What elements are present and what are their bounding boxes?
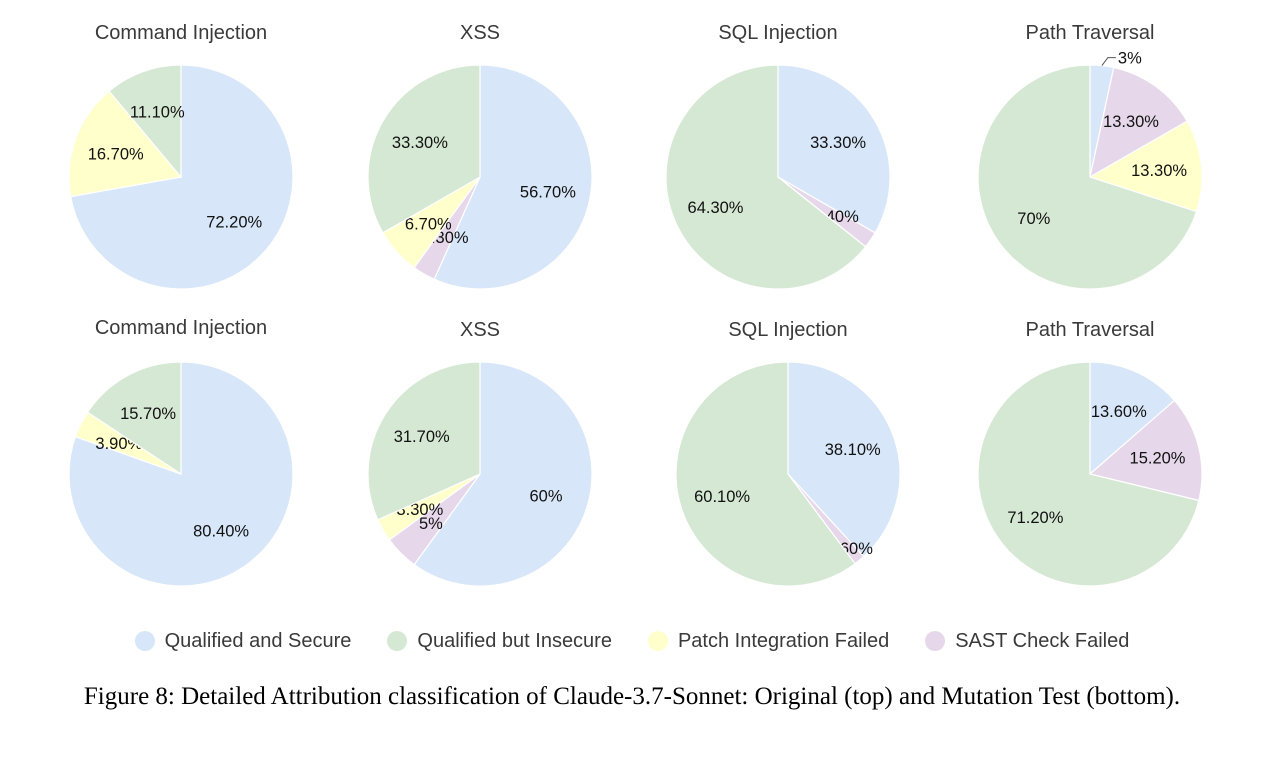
slice-data-label: 3% xyxy=(1118,50,1142,68)
pie-slice-qualified-but-insecure xyxy=(675,361,856,587)
slice-data-label: 80.40% xyxy=(193,523,249,541)
pie-slice-qualified-and-secure xyxy=(1089,361,1176,476)
legend: Qualified and Secure Qualified but Insec… xyxy=(0,624,1264,658)
legend-label: Qualified but Insecure xyxy=(417,629,612,652)
slice-data-label: 31.70% xyxy=(394,428,450,446)
slice-data-label: 15.70% xyxy=(120,405,176,423)
slice-data-label: 33.30% xyxy=(810,134,866,152)
pie-slice-qualified-but-insecure xyxy=(977,64,1198,290)
pie-slice-qualified-and-secure xyxy=(433,64,593,290)
pie-slice-qualified-but-insecure xyxy=(367,64,481,234)
pie-slice-qualified-but-insecure xyxy=(108,64,182,179)
pie-charts-grid: Command Injection 72.20% 16.70% 11.10% XSS 56… xyxy=(68,22,1203,587)
slice-data-label: 56.70% xyxy=(520,184,576,202)
legend-swatch xyxy=(134,631,155,651)
pie-slice-qualified-but-insecure xyxy=(86,361,182,476)
legend-item-qualified-secure: Qualified and Secure xyxy=(134,629,352,653)
pie-slice-qualified-and-secure xyxy=(413,361,593,587)
chart-title: Path Traversal xyxy=(1026,22,1155,44)
pie-slice-qualified-but-insecure xyxy=(367,361,481,521)
pie-slice-patch-integration-failed xyxy=(68,90,183,198)
legend-swatch xyxy=(387,631,408,651)
slice-data-label: 13.30% xyxy=(1131,162,1187,180)
legend-item-qualified-insecure: Qualified but Insecure xyxy=(387,630,612,653)
chart-title: SQL Injection xyxy=(728,319,847,341)
pie-slice-patch-integration-failed xyxy=(1088,120,1203,213)
slice-data-label: 16.70% xyxy=(88,145,144,163)
pie-slice-sast-check-failed xyxy=(1089,66,1188,179)
chart-title: SQL Injection xyxy=(718,22,837,44)
legend-label: Patch Integration Failed xyxy=(677,629,890,652)
pie-slice-qualified-and-secure xyxy=(787,361,901,558)
pie-slice-qualified-and-secure xyxy=(70,64,294,290)
pie-chart-path-traversal-mutation: Path Traversal 13.60% 15.20% 71.20% xyxy=(977,319,1203,587)
slice-data-label: 15.20% xyxy=(1130,450,1186,468)
chart-title: XSS xyxy=(460,22,500,44)
slice-data-label: 11.10% xyxy=(130,104,185,122)
slice-data-label: 33.30% xyxy=(392,134,448,152)
pie-slice-qualified-and-secure xyxy=(777,64,891,234)
legend-item-sast-failed: SAST Check Failed xyxy=(925,630,1129,653)
callout-line xyxy=(1101,57,1116,66)
slice-data-label: 13.30% xyxy=(1103,113,1159,131)
pie-slice-qualified-but-insecure xyxy=(665,64,867,290)
slice-data-label: 13.60% xyxy=(1091,403,1147,421)
pie-slice-qualified-but-insecure xyxy=(977,361,1200,587)
legend-label: Qualified and Secure xyxy=(164,629,352,652)
slice-data-label: 5% xyxy=(419,515,443,533)
chart-title: Path Traversal xyxy=(1026,319,1155,341)
slice-data-label: 38.10% xyxy=(825,441,881,459)
legend-label: SAST Check Failed xyxy=(955,629,1130,652)
pie-chart-command-injection-original: Command Injection 72.20% 16.70% 11.10% xyxy=(68,22,294,290)
chart-title: Command Injection xyxy=(95,317,267,339)
figure-caption: Figure 8: Detailed Attribution classific… xyxy=(83,683,1181,710)
slice-data-label: 70% xyxy=(1017,210,1050,228)
legend-item-patch-failed: Patch Integration Failed xyxy=(647,629,890,653)
chart-title: Command Injection xyxy=(95,22,267,44)
slice-data-label: 71.20% xyxy=(1007,509,1063,527)
slice-data-label: 60% xyxy=(529,488,562,506)
pie-slice-sast-check-failed xyxy=(1088,399,1203,502)
legend-swatch xyxy=(925,631,946,651)
slice-data-label: 6.70% xyxy=(405,215,452,233)
chart-title: XSS xyxy=(460,319,500,341)
legend-swatch xyxy=(647,631,668,651)
slice-data-label: 60.10% xyxy=(694,488,750,506)
pie-chart-path-traversal-original: Path Traversal 3% 13.30% 13.30% 70% xyxy=(977,22,1203,290)
slice-data-label: 72.20% xyxy=(206,214,262,232)
slice-data-label: 64.30% xyxy=(688,199,744,217)
